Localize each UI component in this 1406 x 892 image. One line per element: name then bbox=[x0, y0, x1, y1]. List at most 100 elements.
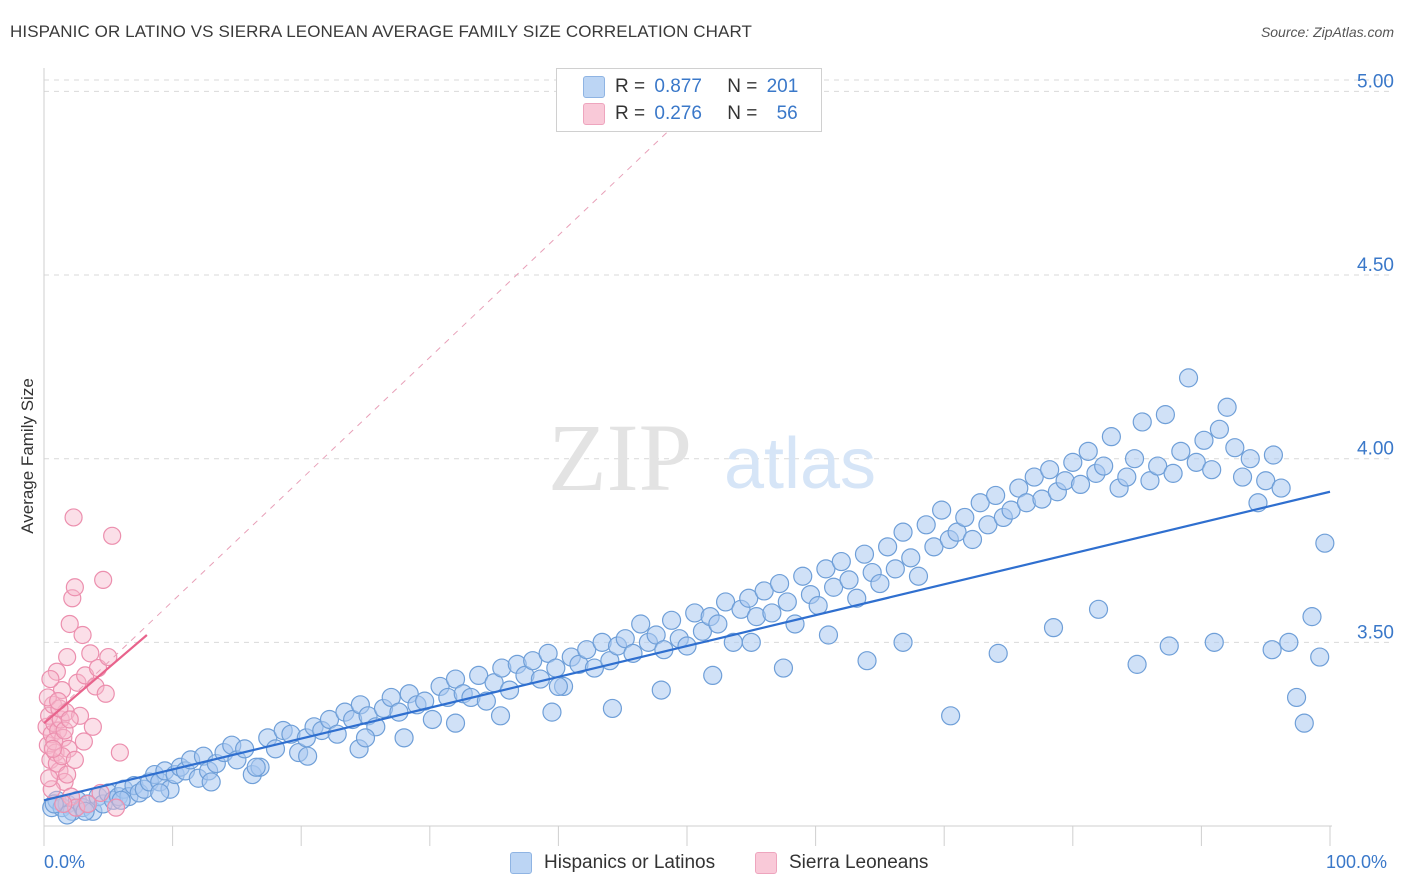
pink-point bbox=[94, 570, 113, 590]
legend-item-sierra-leoneans[interactable]: Sierra Leoneans bbox=[755, 852, 928, 874]
blue-point bbox=[1286, 687, 1307, 708]
blue-point bbox=[831, 551, 851, 572]
blue-point bbox=[1204, 632, 1224, 652]
pink-point bbox=[106, 798, 126, 817]
blue-point bbox=[1225, 438, 1245, 458]
blue-point bbox=[962, 529, 983, 550]
pink-point bbox=[64, 508, 83, 527]
blue-point bbox=[548, 676, 569, 697]
blue-point bbox=[1194, 430, 1214, 450]
blue-point bbox=[955, 507, 975, 528]
y-tick-label: 4.50 bbox=[1357, 255, 1394, 276]
blue-point bbox=[1094, 456, 1114, 476]
blue-point bbox=[847, 588, 867, 608]
blue-point bbox=[298, 746, 318, 766]
blue-point bbox=[445, 713, 466, 733]
pink-point bbox=[58, 765, 77, 784]
blue-point bbox=[741, 632, 761, 652]
pink-point bbox=[96, 684, 115, 703]
blue-point bbox=[1088, 599, 1109, 619]
x-tick-max: 100.0% bbox=[1326, 852, 1388, 872]
legend-item-label: Hispanics or Latinos bbox=[544, 852, 716, 873]
blue-point bbox=[1232, 467, 1253, 487]
blue-point bbox=[901, 548, 921, 568]
blue-point bbox=[389, 702, 409, 722]
blue-point bbox=[1302, 607, 1322, 627]
pink-point bbox=[47, 662, 66, 681]
blue-point bbox=[235, 739, 255, 759]
blue-point bbox=[546, 658, 566, 678]
blue-trend-line bbox=[43, 490, 1331, 802]
blue-point bbox=[1178, 368, 1199, 388]
trend-lines bbox=[43, 113, 1331, 802]
blue-point bbox=[1159, 636, 1179, 656]
blue-point bbox=[651, 680, 671, 700]
legend-item-hispanics[interactable]: Hispanics or Latinos bbox=[510, 852, 715, 874]
legend-n-label: N = bbox=[727, 76, 758, 97]
blue-point bbox=[857, 651, 877, 671]
blue-point bbox=[1063, 452, 1083, 472]
blue-point bbox=[1070, 474, 1091, 495]
blue-point bbox=[978, 515, 998, 535]
pink-point bbox=[81, 644, 100, 663]
blue-point bbox=[1001, 500, 1021, 520]
blue-point bbox=[490, 706, 511, 726]
legend-item-label: Sierra Leoneans bbox=[789, 852, 929, 873]
blue-point bbox=[988, 643, 1008, 663]
pink-point bbox=[43, 739, 63, 758]
blue-point bbox=[839, 570, 859, 590]
blue-point bbox=[1043, 618, 1064, 638]
pink-point bbox=[73, 625, 92, 645]
pink-trend-extension bbox=[43, 113, 688, 724]
pink-point bbox=[103, 526, 122, 545]
blue-point bbox=[422, 709, 442, 730]
blue-point bbox=[1171, 441, 1191, 461]
blue-point bbox=[523, 651, 543, 671]
blue-point bbox=[542, 702, 562, 722]
blue-point bbox=[1263, 445, 1284, 465]
blue-point bbox=[908, 566, 929, 586]
watermark-atlas: atlas bbox=[724, 424, 876, 504]
blue-point bbox=[769, 573, 790, 594]
blue-point bbox=[870, 573, 890, 594]
blue-point bbox=[941, 706, 961, 726]
blue-point bbox=[1024, 467, 1044, 487]
blue-point bbox=[893, 632, 913, 652]
blue-point bbox=[476, 691, 496, 711]
pink-point bbox=[38, 688, 57, 707]
legend-r-label: R = bbox=[615, 76, 646, 97]
blue-point bbox=[1209, 419, 1230, 439]
blue-point bbox=[986, 485, 1006, 506]
blue-point bbox=[661, 610, 682, 630]
blue-point bbox=[932, 500, 952, 520]
legend-n-label: N = bbox=[727, 103, 758, 124]
pink-point bbox=[65, 750, 84, 769]
blue-point bbox=[1310, 647, 1330, 667]
pink-point bbox=[70, 706, 90, 725]
correlation-legend: R = 0.877 N = 201 R = 0.276 N = 56 bbox=[556, 68, 822, 132]
chart-title: HISPANIC OR LATINO VS SIERRA LEONEAN AVE… bbox=[10, 22, 753, 41]
blue-point bbox=[854, 544, 875, 564]
y-tick-label: 3.50 bbox=[1357, 622, 1394, 643]
blue-point bbox=[703, 665, 723, 686]
blue-point bbox=[1294, 713, 1314, 733]
blue-point bbox=[577, 640, 597, 660]
blue-point bbox=[631, 614, 651, 634]
blue-point bbox=[708, 614, 728, 634]
blue-point bbox=[885, 559, 905, 579]
legend-n-value: 201 bbox=[766, 76, 799, 97]
legend-n-value: 56 bbox=[776, 103, 798, 124]
blue-point bbox=[1032, 489, 1052, 509]
pink-point bbox=[63, 589, 82, 608]
pink-point bbox=[83, 717, 102, 736]
blue-point bbox=[415, 691, 435, 711]
legend-swatch-blue bbox=[583, 76, 605, 98]
legend-swatch-blue bbox=[510, 852, 532, 874]
legend-r-label: R = bbox=[615, 103, 646, 124]
pink-point bbox=[58, 647, 77, 667]
grid-lines bbox=[44, 79, 1392, 643]
pink-trend-line bbox=[43, 634, 148, 724]
y-axis-label: Average Family Size bbox=[18, 378, 37, 534]
watermark-zip: ZIP bbox=[548, 404, 692, 511]
